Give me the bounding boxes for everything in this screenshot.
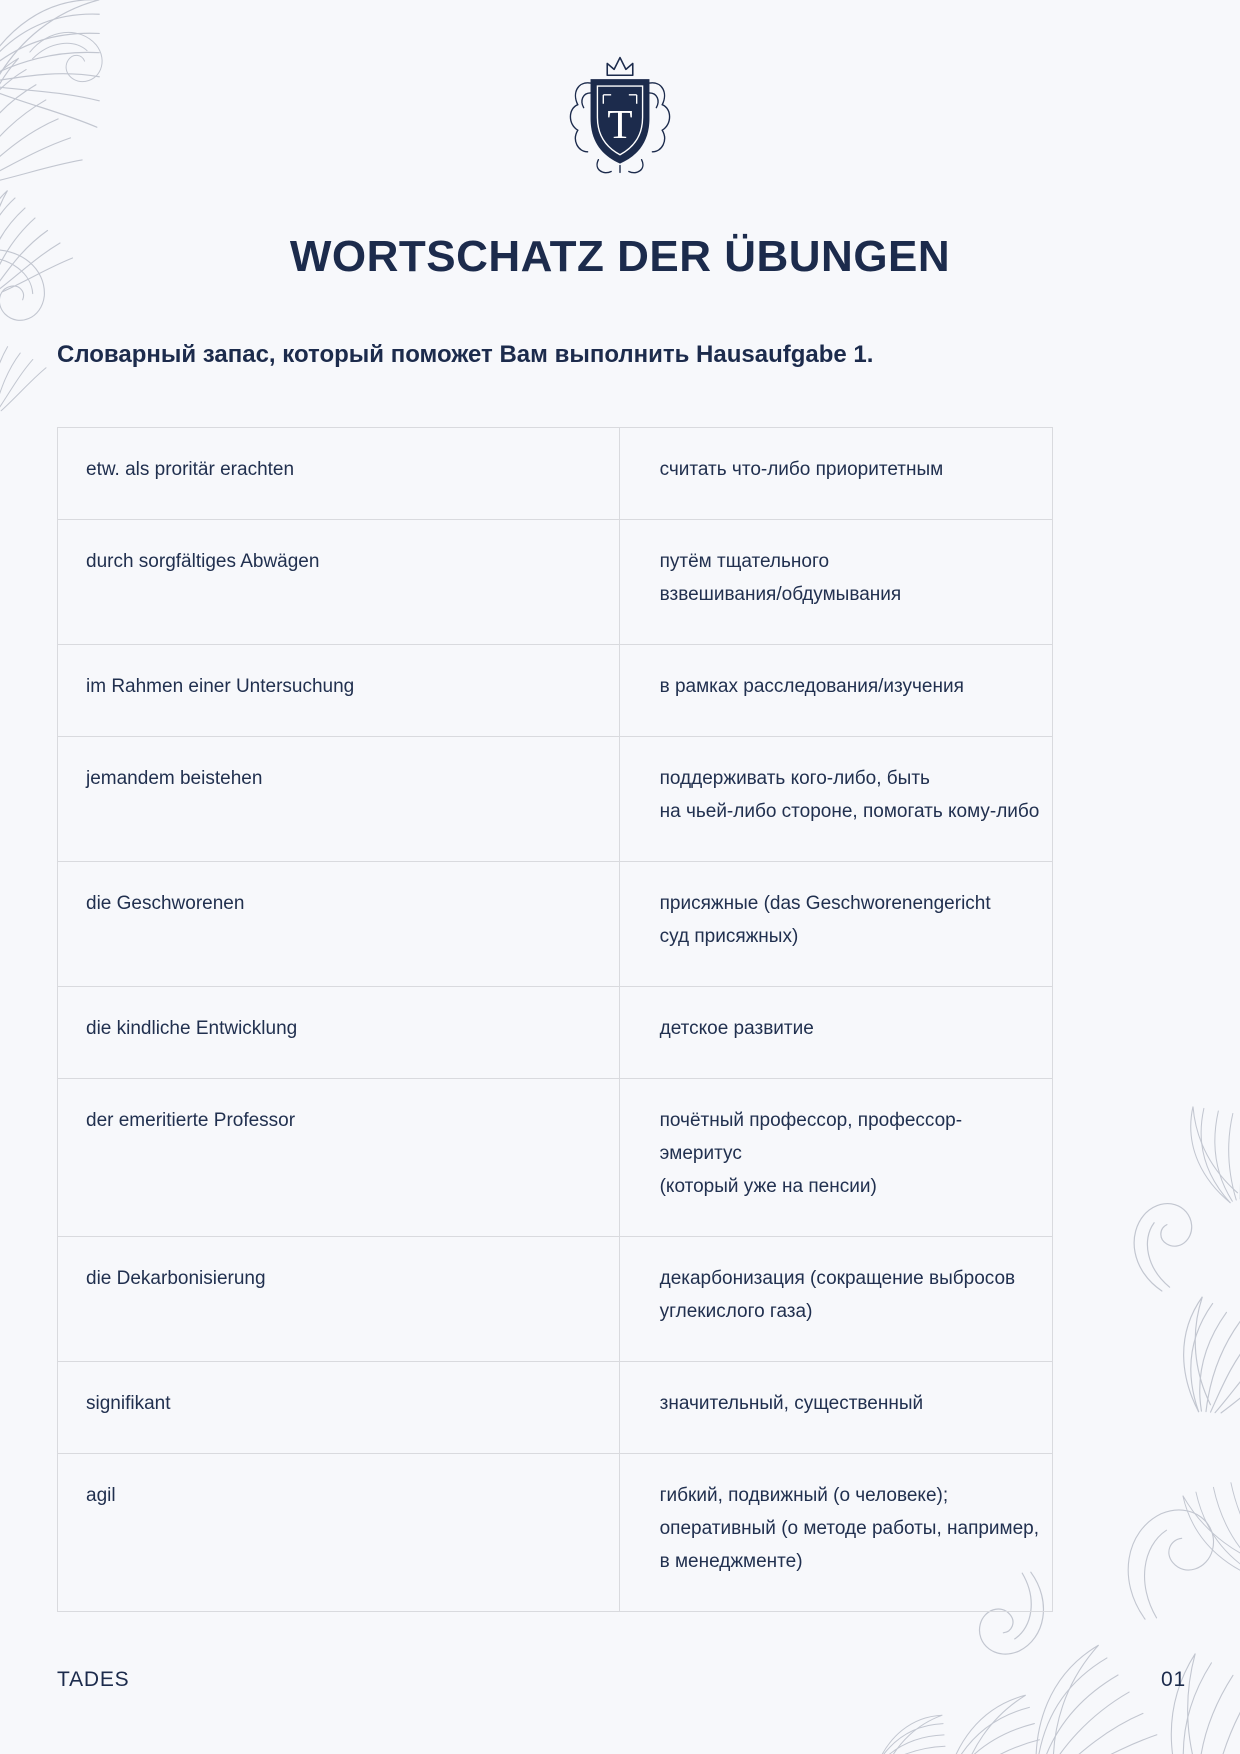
table-row: jemandem beistehen поддерживать кого-либ… bbox=[58, 737, 1052, 862]
russian-translation-cell: поддерживать кого-либо, быть на чьей-либ… bbox=[659, 768, 1040, 822]
tades-crest-logo: T bbox=[0, 52, 1240, 178]
german-term-cell: die kindliche Entwicklung bbox=[58, 987, 620, 1078]
german-term-cell: etw. als proritär erachten bbox=[58, 428, 620, 519]
page-subtitle: Словарный запас, который поможет Вам вып… bbox=[57, 341, 874, 368]
german-term-cell: agil bbox=[58, 1454, 620, 1611]
page-title: WORTSCHATZ DER ÜBUNGEN bbox=[289, 232, 951, 281]
page-footer: TADES 01 bbox=[57, 1668, 1186, 1692]
table-row: signifikant значительный, существенный bbox=[58, 1362, 1052, 1454]
vocabulary-table: etw. als proritär erachten считать что-л… bbox=[57, 427, 1053, 1612]
russian-translation-cell: детское развитие bbox=[659, 1018, 814, 1039]
german-term-cell: jemandem beistehen bbox=[58, 737, 620, 861]
russian-translation-cell: гибкий, подвижный (о человеке); оператив… bbox=[659, 1485, 1040, 1572]
german-term-cell: die Dekarbonisierung bbox=[58, 1237, 620, 1361]
german-term-cell: die Geschworenen bbox=[58, 862, 620, 986]
russian-translation-cell: присяжные (das Geschworenengericht суд п… bbox=[659, 893, 991, 947]
table-row: etw. als proritär erachten считать что-л… bbox=[58, 428, 1052, 520]
table-row: die Geschworenen присяжные (das Geschwor… bbox=[58, 862, 1052, 987]
footer-page-number: 01 bbox=[1161, 1668, 1186, 1691]
table-row: im Rahmen einer Untersuchung в рамках ра… bbox=[58, 645, 1052, 737]
russian-translation-cell: в рамках расследования/изучения bbox=[659, 676, 964, 697]
table-row: die Dekarbonisierung декарбонизация (сок… bbox=[58, 1237, 1052, 1362]
crest-shield-icon: T bbox=[569, 56, 671, 174]
russian-translation-cell: путём тщательного взвешивания/обдумывани… bbox=[659, 551, 902, 605]
russian-translation-cell: значительный, существенный bbox=[659, 1393, 924, 1414]
german-term-cell: der emeritierte Professor bbox=[58, 1079, 620, 1236]
russian-translation-cell: декарбонизация (сокращение выбросов угле… bbox=[659, 1268, 1016, 1322]
footer-brand: TADES bbox=[57, 1668, 130, 1691]
flourish-ornament-right-icon bbox=[1114, 1075, 1240, 1420]
russian-translation-cell: считать что-либо приоритетным bbox=[659, 459, 944, 480]
german-term-cell: durch sorgfältiges Abwägen bbox=[58, 520, 620, 644]
crest-letter: T bbox=[607, 101, 632, 147]
table-row: der emeritierte Professor почётный профе… bbox=[58, 1079, 1052, 1237]
table-row: durch sorgfältiges Abwägen путём тщатель… bbox=[58, 520, 1052, 645]
german-term-cell: signifikant bbox=[58, 1362, 620, 1453]
table-row: die kindliche Entwicklung детское развит… bbox=[58, 987, 1052, 1079]
german-term-cell: im Rahmen einer Untersuchung bbox=[58, 645, 620, 736]
table-row: agil гибкий, подвижный (о человеке); опе… bbox=[58, 1454, 1052, 1611]
russian-translation-cell: почётный профессор, профессор-эмеритус (… bbox=[659, 1110, 963, 1197]
